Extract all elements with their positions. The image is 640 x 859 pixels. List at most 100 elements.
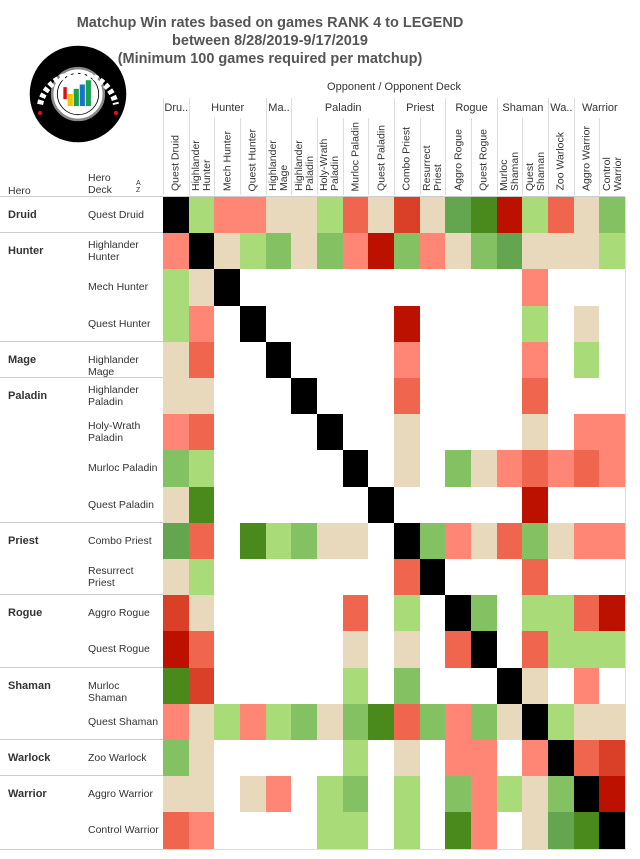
matchup-cell[interactable] bbox=[394, 559, 421, 597]
matchup-cell[interactable] bbox=[163, 595, 190, 633]
matchup-cell[interactable] bbox=[342, 522, 370, 560]
matchup-cell[interactable] bbox=[548, 450, 575, 488]
matchup-cell[interactable] bbox=[188, 776, 216, 814]
matchup-cell[interactable] bbox=[265, 631, 293, 669]
matchup-cell[interactable] bbox=[573, 450, 601, 488]
matchup-cell[interactable] bbox=[394, 233, 421, 271]
matchup-cell[interactable] bbox=[599, 233, 627, 271]
matchup-cell[interactable] bbox=[188, 450, 216, 488]
matchup-cell[interactable] bbox=[445, 740, 473, 778]
matchup-cell[interactable] bbox=[599, 631, 627, 669]
matchup-cell[interactable] bbox=[522, 450, 550, 488]
matchup-cell[interactable] bbox=[368, 667, 396, 705]
matchup-cell[interactable] bbox=[445, 305, 473, 343]
matchup-cell[interactable] bbox=[368, 559, 396, 597]
matchup-cell[interactable] bbox=[471, 233, 498, 271]
matchup-cell[interactable] bbox=[214, 233, 241, 271]
matchup-cell[interactable] bbox=[496, 414, 524, 452]
matchup-cell[interactable] bbox=[163, 305, 190, 343]
matchup-cell[interactable] bbox=[548, 595, 575, 633]
matchup-cell[interactable] bbox=[573, 378, 601, 416]
matchup-cell[interactable] bbox=[240, 595, 267, 633]
mirror-matchup-cell[interactable] bbox=[291, 378, 318, 416]
matchup-cell[interactable] bbox=[188, 197, 216, 235]
matchup-cell[interactable] bbox=[342, 414, 370, 452]
matchup-cell[interactable] bbox=[240, 631, 267, 669]
matchup-cell[interactable] bbox=[317, 341, 344, 379]
matchup-cell[interactable] bbox=[394, 667, 421, 705]
mirror-matchup-cell[interactable] bbox=[163, 197, 190, 235]
matchup-cell[interactable] bbox=[265, 269, 293, 307]
matchup-cell[interactable] bbox=[445, 776, 473, 814]
matchup-cell[interactable] bbox=[342, 812, 370, 850]
matchup-cell[interactable] bbox=[163, 812, 190, 850]
matchup-cell[interactable] bbox=[188, 378, 216, 416]
matchup-cell[interactable] bbox=[188, 812, 216, 850]
matchup-cell[interactable] bbox=[419, 305, 447, 343]
matchup-cell[interactable] bbox=[240, 414, 267, 452]
matchup-cell[interactable] bbox=[496, 631, 524, 669]
mirror-matchup-cell[interactable] bbox=[522, 703, 550, 741]
matchup-cell[interactable] bbox=[599, 740, 627, 778]
matchup-cell[interactable] bbox=[163, 486, 190, 524]
matchup-cell[interactable] bbox=[548, 776, 575, 814]
matchup-cell[interactable] bbox=[342, 631, 370, 669]
matchup-cell[interactable] bbox=[188, 414, 216, 452]
matchup-cell[interactable] bbox=[163, 740, 190, 778]
matchup-cell[interactable] bbox=[573, 414, 601, 452]
mirror-matchup-cell[interactable] bbox=[496, 667, 524, 705]
matchup-cell[interactable] bbox=[496, 740, 524, 778]
matchup-cell[interactable] bbox=[317, 667, 344, 705]
matchup-cell[interactable] bbox=[368, 740, 396, 778]
mirror-matchup-cell[interactable] bbox=[214, 269, 241, 307]
matchup-cell[interactable] bbox=[522, 667, 550, 705]
matchup-cell[interactable] bbox=[188, 703, 216, 741]
matchup-cell[interactable] bbox=[265, 812, 293, 850]
matchup-cell[interactable] bbox=[163, 414, 190, 452]
matchup-cell[interactable] bbox=[265, 667, 293, 705]
matchup-cell[interactable] bbox=[291, 812, 318, 850]
matchup-cell[interactable] bbox=[419, 486, 447, 524]
matchup-cell[interactable] bbox=[419, 631, 447, 669]
matchup-cell[interactable] bbox=[342, 269, 370, 307]
matchup-cell[interactable] bbox=[471, 341, 498, 379]
matchup-cell[interactable] bbox=[471, 812, 498, 850]
matchup-cell[interactable] bbox=[240, 740, 267, 778]
matchup-cell[interactable] bbox=[214, 305, 241, 343]
matchup-cell[interactable] bbox=[214, 703, 241, 741]
mirror-matchup-cell[interactable] bbox=[445, 595, 473, 633]
matchup-cell[interactable] bbox=[342, 197, 370, 235]
matchup-cell[interactable] bbox=[573, 486, 601, 524]
matchup-cell[interactable] bbox=[291, 197, 318, 235]
matchup-cell[interactable] bbox=[548, 197, 575, 235]
matchup-cell[interactable] bbox=[445, 378, 473, 416]
matchup-cell[interactable] bbox=[265, 776, 293, 814]
matchup-cell[interactable] bbox=[214, 812, 241, 850]
matchup-cell[interactable] bbox=[188, 305, 216, 343]
matchup-cell[interactable] bbox=[317, 378, 344, 416]
matchup-cell[interactable] bbox=[548, 341, 575, 379]
matchup-cell[interactable] bbox=[240, 197, 267, 235]
matchup-cell[interactable] bbox=[445, 233, 473, 271]
matchup-cell[interactable] bbox=[471, 378, 498, 416]
matchup-cell[interactable] bbox=[471, 667, 498, 705]
matchup-cell[interactable] bbox=[573, 595, 601, 633]
matchup-cell[interactable] bbox=[419, 269, 447, 307]
matchup-cell[interactable] bbox=[548, 631, 575, 669]
matchup-cell[interactable] bbox=[342, 703, 370, 741]
matchup-cell[interactable] bbox=[214, 595, 241, 633]
matchup-cell[interactable] bbox=[163, 378, 190, 416]
matchup-cell[interactable] bbox=[265, 414, 293, 452]
matchup-cell[interactable] bbox=[368, 269, 396, 307]
matchup-cell[interactable] bbox=[265, 305, 293, 343]
matchup-cell[interactable] bbox=[394, 414, 421, 452]
matchup-cell[interactable] bbox=[214, 776, 241, 814]
matchup-cell[interactable] bbox=[599, 703, 627, 741]
matchup-cell[interactable] bbox=[522, 233, 550, 271]
matchup-cell[interactable] bbox=[522, 197, 550, 235]
matchup-cell[interactable] bbox=[394, 703, 421, 741]
matchup-cell[interactable] bbox=[163, 450, 190, 488]
matchup-cell[interactable] bbox=[163, 559, 190, 597]
matchup-cell[interactable] bbox=[573, 341, 601, 379]
matchup-cell[interactable] bbox=[214, 631, 241, 669]
